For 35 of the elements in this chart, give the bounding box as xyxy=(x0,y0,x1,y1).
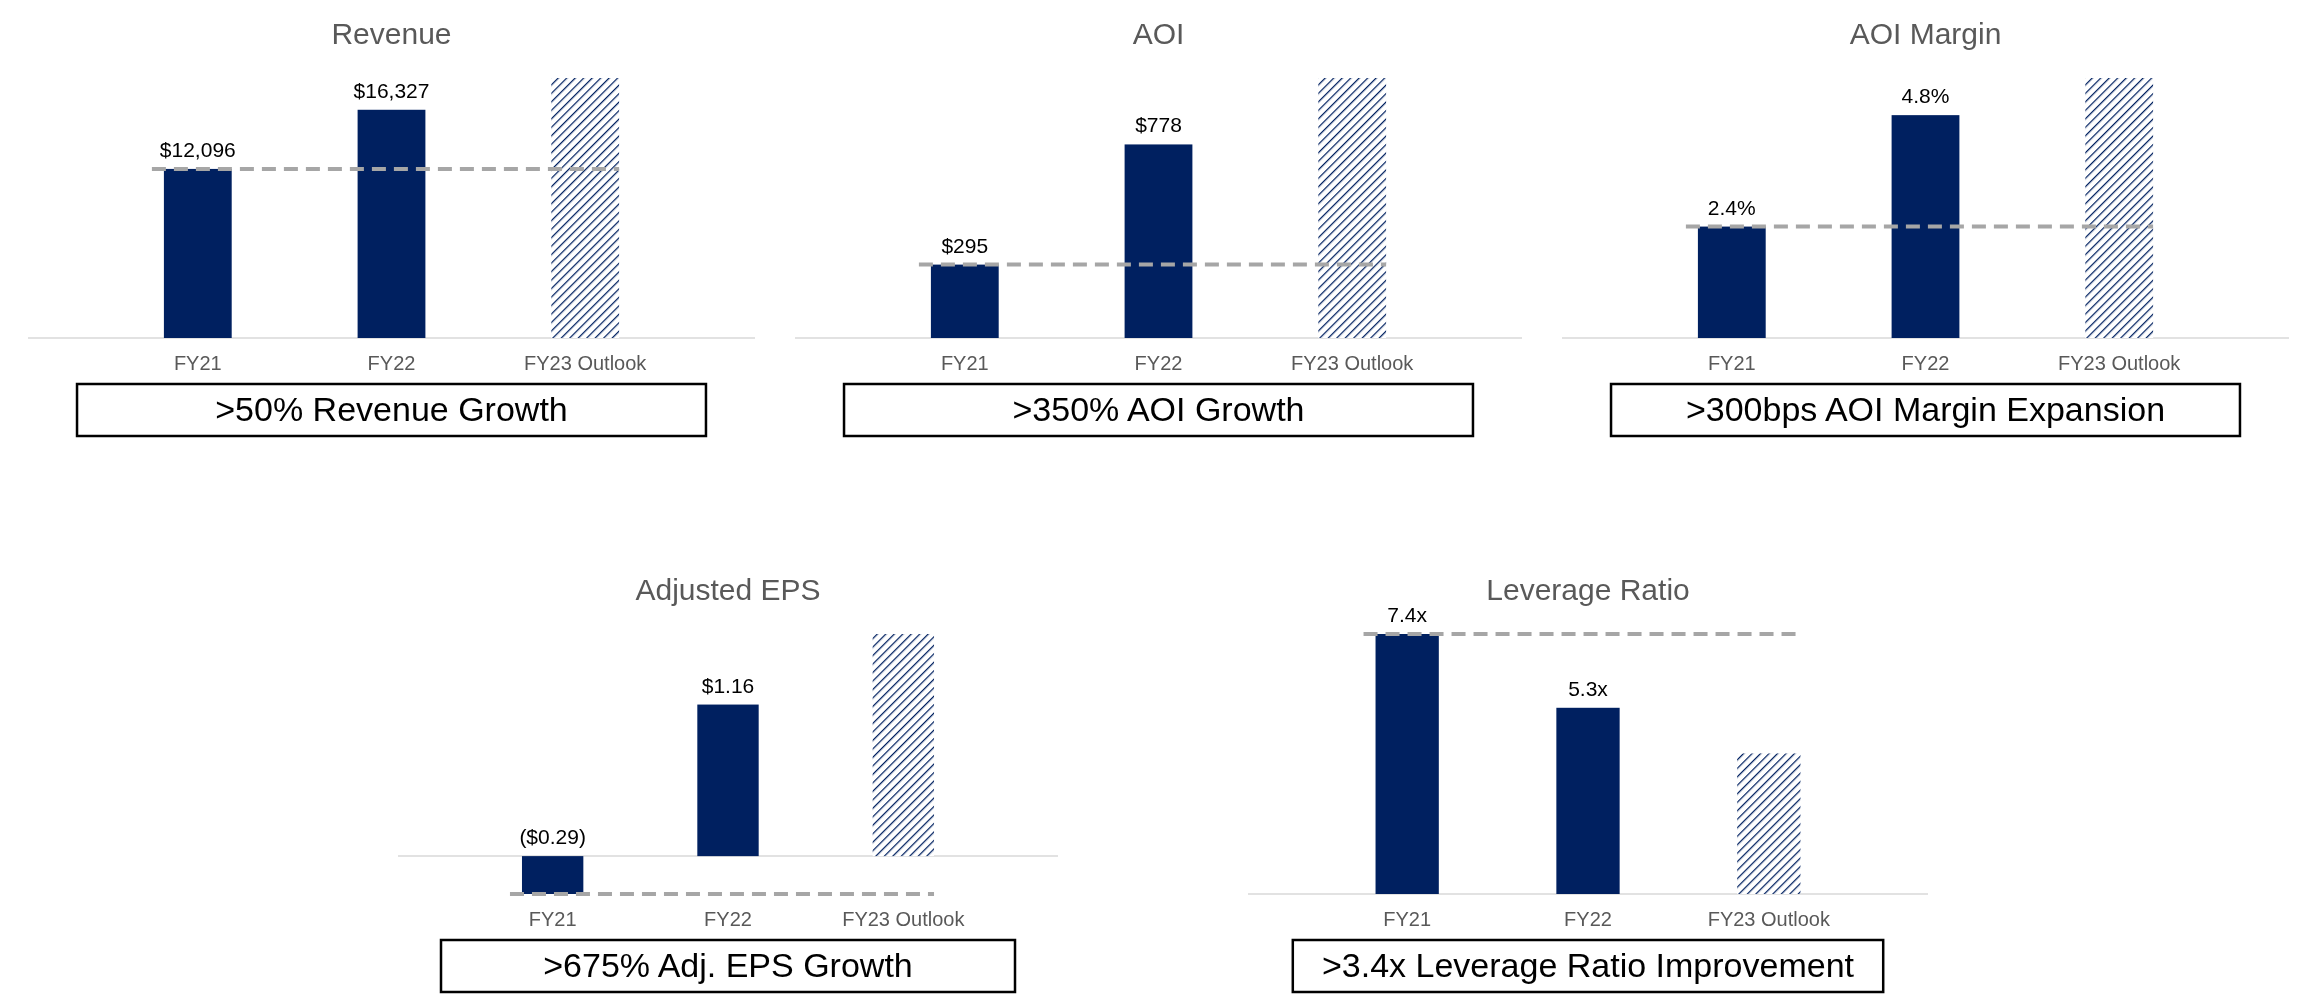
text: >3.4x Leverage Ratio Improvement xyxy=(1321,946,1855,984)
data-label: $16,327 xyxy=(353,78,430,102)
x-tick-label: FY22 xyxy=(1134,352,1183,374)
x-tick-label: FY23 Outlook xyxy=(524,352,648,374)
x-tick-label: FY23 Outlook xyxy=(2058,352,2182,374)
data-label: $1.16 xyxy=(701,673,755,697)
x-tick-label: FY21 xyxy=(1707,352,1756,374)
text: >300bps AOI Margin Expansion xyxy=(1685,390,2166,428)
data-label: ($0.29) xyxy=(519,825,586,849)
x-tick-label: FY22 xyxy=(704,908,752,930)
x-tick-label: FY23 Outlook xyxy=(842,908,966,930)
chart-title: Adjusted EPS xyxy=(635,573,821,606)
x-tick-label: FY23 Outlook xyxy=(1707,908,1831,930)
data-label: $295 xyxy=(941,233,989,257)
chart-title: Leverage Ratio xyxy=(1486,573,1690,606)
text: >350% AOI Growth xyxy=(1012,390,1305,428)
x-tick-label: FY21 xyxy=(1383,908,1432,930)
chart-title: AOI Margin xyxy=(1849,17,2002,50)
data-label: 4.8% xyxy=(1901,84,1950,108)
text: >675% Adj. EPS Growth xyxy=(543,946,913,984)
data-label: 7.4x xyxy=(1387,603,1428,626)
x-tick-label: FY23 Outlook xyxy=(1291,352,1415,374)
x-tick-label: FY21 xyxy=(940,352,989,374)
data-label: 2.4% xyxy=(1707,195,1756,219)
x-tick-label: FY21 xyxy=(173,352,222,374)
x-tick-label: FY21 xyxy=(528,908,577,930)
x-tick-label: FY22 xyxy=(1901,352,1950,374)
data-label: 5.3x xyxy=(1568,676,1609,700)
data-label: $12,096 xyxy=(159,137,236,161)
text: >50% Revenue Growth xyxy=(215,390,568,428)
chart-title: AOI xyxy=(1132,17,1185,50)
data-label: $778 xyxy=(1135,113,1182,137)
x-tick-label: FY22 xyxy=(1564,908,1612,930)
chart-title: Revenue xyxy=(331,17,452,50)
x-tick-label: FY22 xyxy=(367,352,416,374)
